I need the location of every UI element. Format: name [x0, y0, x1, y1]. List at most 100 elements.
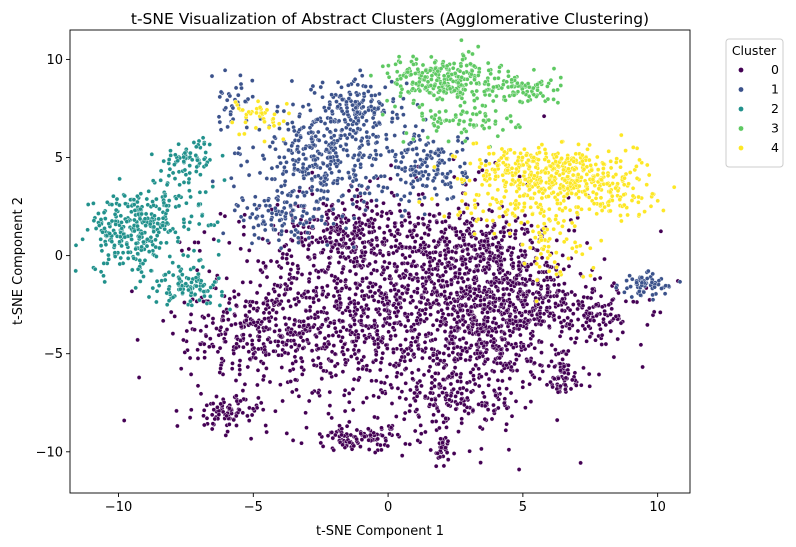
point-cluster-2 [154, 288, 160, 294]
point-cluster-4 [487, 182, 493, 188]
point-cluster-1 [290, 102, 296, 107]
point-cluster-4 [570, 172, 576, 178]
point-cluster-1 [308, 108, 313, 113]
point-cluster-0 [328, 320, 333, 326]
point-cluster-0 [433, 370, 438, 376]
point-cluster-0 [409, 311, 414, 317]
point-cluster-1 [290, 157, 296, 163]
point-cluster-1 [345, 83, 351, 88]
point-cluster-0 [304, 337, 310, 343]
point-cluster-2 [107, 231, 112, 236]
point-cluster-1 [390, 110, 395, 115]
point-cluster-0 [405, 318, 411, 323]
point-cluster-1 [329, 109, 335, 114]
point-cluster-0 [214, 326, 219, 331]
point-cluster-0 [370, 224, 376, 230]
point-cluster-0 [616, 290, 621, 296]
point-cluster-0 [317, 431, 323, 437]
point-cluster-0 [517, 288, 523, 294]
point-cluster-3 [394, 81, 400, 87]
point-cluster-0 [491, 255, 497, 261]
point-cluster-1 [312, 90, 317, 96]
point-cluster-0 [187, 355, 193, 361]
point-cluster-0 [414, 290, 420, 296]
point-cluster-0 [418, 317, 424, 323]
point-cluster-2 [119, 220, 124, 225]
point-cluster-0 [594, 313, 599, 319]
point-cluster-1 [314, 187, 320, 193]
point-cluster-1 [646, 268, 651, 274]
point-cluster-3 [396, 54, 402, 60]
point-cluster-0 [360, 400, 366, 405]
point-cluster-1 [356, 101, 362, 107]
point-cluster-1 [340, 213, 345, 219]
point-cluster-0 [372, 341, 377, 347]
point-cluster-0 [267, 318, 272, 324]
point-cluster-1 [367, 191, 372, 196]
point-cluster-0 [356, 227, 362, 233]
point-cluster-2 [153, 244, 158, 250]
point-cluster-0 [357, 263, 363, 269]
point-cluster-2 [217, 303, 223, 308]
point-cluster-3 [386, 63, 391, 68]
point-cluster-0 [461, 402, 467, 408]
point-cluster-3 [415, 66, 421, 72]
point-cluster-0 [538, 284, 544, 289]
point-cluster-0 [339, 432, 344, 438]
point-cluster-2 [191, 265, 196, 270]
point-cluster-0 [355, 335, 361, 340]
point-cluster-0 [455, 378, 460, 384]
point-cluster-1 [384, 145, 390, 150]
point-cluster-0 [325, 292, 331, 297]
point-cluster-3 [491, 84, 496, 90]
point-cluster-0 [420, 348, 426, 354]
point-cluster-0 [365, 218, 371, 223]
point-cluster-0 [318, 440, 324, 446]
point-cluster-0 [333, 329, 339, 335]
point-cluster-1 [302, 146, 308, 151]
point-cluster-3 [441, 73, 447, 79]
point-cluster-0 [436, 361, 441, 367]
point-cluster-0 [402, 255, 408, 261]
point-cluster-0 [518, 323, 523, 329]
point-cluster-0 [273, 408, 278, 414]
point-cluster-0 [359, 220, 365, 226]
point-cluster-0 [412, 428, 418, 434]
point-cluster-0 [459, 275, 465, 281]
point-cluster-0 [415, 438, 421, 443]
point-cluster-3 [551, 88, 556, 93]
point-cluster-0 [214, 394, 219, 399]
point-cluster-0 [496, 324, 502, 330]
point-cluster-0 [289, 253, 294, 259]
point-cluster-0 [216, 332, 222, 338]
point-cluster-0 [436, 408, 441, 414]
point-cluster-0 [306, 398, 312, 404]
point-cluster-0 [555, 389, 561, 395]
point-cluster-4 [601, 166, 606, 171]
point-cluster-0 [241, 344, 246, 350]
point-cluster-1 [371, 175, 377, 181]
point-cluster-0 [364, 363, 370, 369]
point-cluster-1 [312, 206, 317, 212]
point-cluster-1 [417, 137, 423, 143]
point-cluster-3 [443, 108, 449, 114]
point-cluster-2 [186, 287, 191, 293]
point-cluster-0 [409, 263, 414, 269]
point-cluster-0 [450, 350, 456, 355]
point-cluster-0 [288, 379, 294, 384]
point-cluster-0 [237, 358, 243, 363]
point-cluster-0 [264, 274, 270, 280]
point-cluster-0 [396, 202, 402, 207]
point-cluster-0 [198, 328, 204, 334]
point-cluster-0 [449, 371, 455, 376]
point-cluster-1 [302, 193, 307, 198]
point-cluster-0 [439, 307, 444, 313]
point-cluster-0 [226, 422, 232, 427]
point-cluster-3 [450, 118, 456, 123]
point-cluster-0 [307, 295, 313, 301]
point-cluster-0 [304, 425, 309, 431]
point-cluster-2 [100, 229, 105, 235]
point-cluster-0 [438, 292, 444, 297]
point-cluster-0 [319, 285, 325, 290]
point-cluster-0 [528, 399, 534, 404]
